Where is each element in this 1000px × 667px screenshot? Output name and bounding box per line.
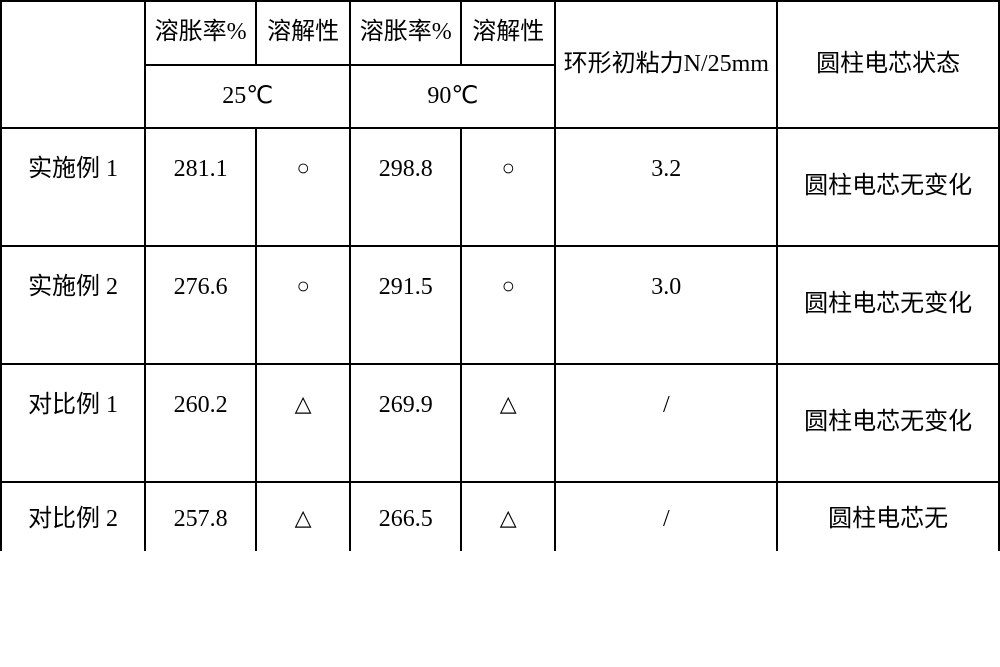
cell-diss25: ○ [256, 246, 350, 364]
cell-diss90: ○ [461, 128, 555, 246]
header-dissolve-25: 溶解性 [256, 1, 350, 65]
cell-tack: / [555, 364, 777, 482]
table-container: 溶胀率% 溶解性 溶胀率% 溶解性 环形初粘力N/25mm 圆柱电芯状态 25℃… [0, 0, 1000, 667]
cell-state: 圆柱电芯无变化 [777, 128, 999, 246]
header-temp-90: 90℃ [350, 65, 555, 129]
cell-state: 圆柱电芯无变化 [777, 246, 999, 364]
header-swell-rate-25: 溶胀率% [145, 1, 256, 65]
cell-tack: 3.2 [555, 128, 777, 246]
cell-swell90: 266.5 [350, 482, 461, 551]
cell-swell90: 298.8 [350, 128, 461, 246]
cell-swell90: 269.9 [350, 364, 461, 482]
cell-swell25: 260.2 [145, 364, 256, 482]
header-blank [1, 1, 145, 128]
row-label: 实施例 2 [1, 246, 145, 364]
table-row: 对比例 1 260.2 △ 269.9 △ / 圆柱电芯无变化 [1, 364, 999, 482]
cell-tack: 3.0 [555, 246, 777, 364]
cell-diss90: △ [461, 482, 555, 551]
header-row-1: 溶胀率% 溶解性 溶胀率% 溶解性 环形初粘力N/25mm 圆柱电芯状态 [1, 1, 999, 65]
cell-diss90: ○ [461, 246, 555, 364]
cell-diss90: △ [461, 364, 555, 482]
header-cell-state: 圆柱电芯状态 [777, 1, 999, 128]
header-swell-rate-90: 溶胀率% [350, 1, 461, 65]
cell-diss25: △ [256, 482, 350, 551]
table-body: 实施例 1 281.1 ○ 298.8 ○ 3.2 圆柱电芯无变化 实施例 2 … [1, 128, 999, 551]
table-row: 对比例 2 257.8 △ 266.5 △ / 圆柱电芯无 [1, 482, 999, 551]
cell-swell90: 291.5 [350, 246, 461, 364]
cell-diss25: ○ [256, 128, 350, 246]
table-row: 实施例 1 281.1 ○ 298.8 ○ 3.2 圆柱电芯无变化 [1, 128, 999, 246]
data-table: 溶胀率% 溶解性 溶胀率% 溶解性 环形初粘力N/25mm 圆柱电芯状态 25℃… [0, 0, 1000, 551]
header-dissolve-90: 溶解性 [461, 1, 555, 65]
cell-swell25: 276.6 [145, 246, 256, 364]
cell-tack: / [555, 482, 777, 551]
cell-diss25: △ [256, 364, 350, 482]
row-label: 对比例 2 [1, 482, 145, 551]
header-temp-25: 25℃ [145, 65, 350, 129]
cell-swell25: 281.1 [145, 128, 256, 246]
row-label: 对比例 1 [1, 364, 145, 482]
header-tack: 环形初粘力N/25mm [555, 1, 777, 128]
row-label: 实施例 1 [1, 128, 145, 246]
table-header: 溶胀率% 溶解性 溶胀率% 溶解性 环形初粘力N/25mm 圆柱电芯状态 25℃… [1, 1, 999, 128]
cell-state: 圆柱电芯无 [777, 482, 999, 551]
cell-swell25: 257.8 [145, 482, 256, 551]
table-row: 实施例 2 276.6 ○ 291.5 ○ 3.0 圆柱电芯无变化 [1, 246, 999, 364]
cell-state: 圆柱电芯无变化 [777, 364, 999, 482]
